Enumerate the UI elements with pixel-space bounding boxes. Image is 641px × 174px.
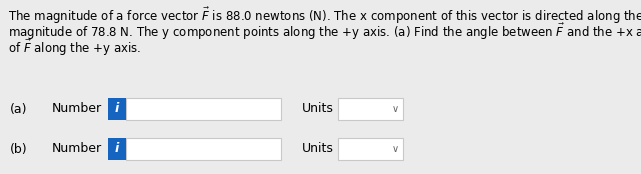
Bar [126,138,281,160]
Text: magnitude of 78.8 N. The y component points along the +y axis. (a) Find the angl: magnitude of 78.8 N. The y component poi… [8,22,641,42]
Text: (a): (a) [10,102,28,116]
Text: (b): (b) [10,143,28,156]
Text: Number: Number [52,143,102,156]
Bar [338,98,403,120]
Text: ∨: ∨ [392,144,399,154]
Text: Units: Units [302,102,334,116]
Text: i: i [115,143,119,156]
Text: of $\vec{F}$ along the +y axis.: of $\vec{F}$ along the +y axis. [8,38,142,58]
Text: The magnitude of a force vector $\vec{F}$ is 88.0 newtons (N). The x component o: The magnitude of a force vector $\vec{F}… [8,6,641,26]
Text: i: i [115,102,119,116]
Text: ∨: ∨ [392,104,399,114]
Text: Units: Units [302,143,334,156]
Bar [126,98,281,120]
Text: Number: Number [52,102,102,116]
Bar [108,98,126,120]
Bar [108,138,126,160]
Bar [338,138,403,160]
